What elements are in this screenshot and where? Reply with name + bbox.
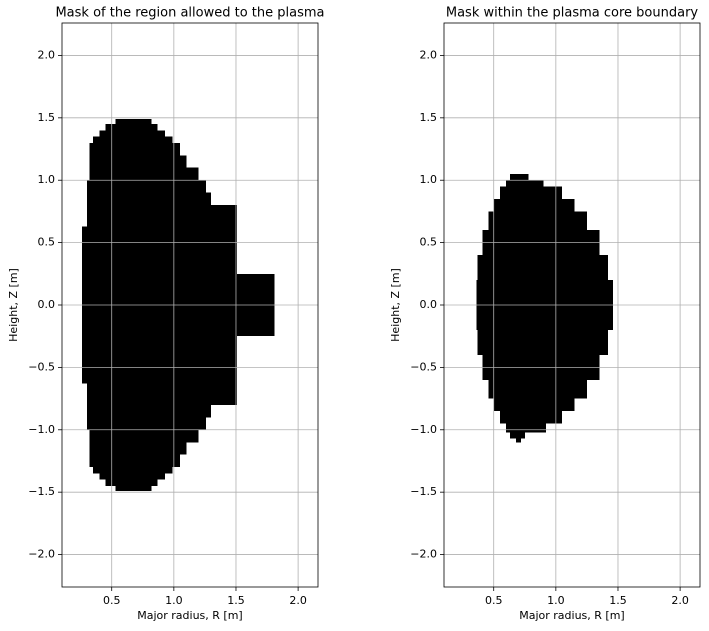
mask-cell	[493, 198, 575, 212]
mask-cell	[89, 167, 199, 181]
y-tick-label: −2.0	[28, 548, 55, 561]
y-tick-label: 0.0	[38, 298, 56, 311]
y-tick-label: −1.0	[410, 423, 437, 436]
x-tick-label: 2.0	[289, 594, 307, 607]
axes: 0.5 1.0 1.5 2.0 −2.0 −1.5 −1.0 −0.5 0.0 0.5 1.0 1.5…	[7, 6, 325, 623]
mask-cell	[89, 454, 181, 468]
mask-cell	[477, 329, 609, 355]
mask-cell	[86, 417, 207, 430]
mask-cell	[477, 255, 609, 281]
mask-cell	[89, 142, 181, 156]
x-tick-label: 1.0	[165, 594, 183, 607]
y-tick-label: −1.0	[28, 423, 55, 436]
x-tick-label: 1.0	[547, 594, 565, 607]
mask-cell	[115, 119, 152, 125]
y-tick-label: 2.0	[38, 48, 56, 61]
mask-cell	[81, 336, 238, 384]
mask-cell	[499, 186, 563, 199]
mask-cell	[506, 423, 546, 433]
x-tick-label: 0.5	[485, 594, 503, 607]
mask-cell	[506, 180, 544, 187]
mask-cell	[99, 473, 166, 480]
mask-cell	[509, 432, 525, 439]
y-tick-label: 0.5	[38, 236, 56, 249]
x-tick-label: 1.5	[609, 594, 627, 607]
y-tick-label: 1.0	[38, 173, 56, 186]
mask-cell	[86, 404, 212, 418]
mask-cell	[493, 398, 575, 412]
mask-cell	[93, 136, 173, 143]
x-tick-label: 2.0	[671, 594, 689, 607]
mask-cell	[509, 173, 529, 181]
axes-frame	[443, 22, 701, 588]
mask-cell	[499, 411, 563, 424]
y-axis-label: Height, Z [m]	[7, 268, 20, 342]
chart-title: Mask of the region allowed to the plasma	[55, 6, 324, 21]
mask-cell	[488, 379, 587, 399]
y-tick-label: 2.0	[420, 48, 438, 61]
y-tick-label: −1.5	[28, 485, 55, 498]
axes-frame	[61, 22, 319, 588]
y-tick-label: −2.0	[410, 548, 437, 561]
axes: 0.5 1.0 1.5 2.0 −2.0 −1.5 −1.0 −0.5 0.0 0.5 1.0 1.5…	[389, 6, 701, 622]
y-tick-label: 0.5	[420, 236, 438, 249]
mask-cell	[86, 205, 238, 227]
x-tick-label: 0.5	[103, 594, 121, 607]
y-tick-label: 1.5	[38, 111, 56, 124]
mask-cell	[86, 180, 207, 193]
x-axis-label: Major radius, R [m]	[137, 609, 242, 622]
mask-cell	[99, 130, 166, 137]
mask-cell	[81, 226, 238, 274]
y-tick-label: −1.5	[410, 485, 437, 498]
mask-cell	[516, 438, 522, 443]
y-tick-label: 0.0	[420, 298, 438, 311]
x-tick-label: 1.5	[227, 594, 245, 607]
mask-cell	[89, 429, 199, 443]
mask-cell	[86, 383, 238, 405]
mask-cell	[105, 479, 158, 486]
mask-cell	[89, 155, 187, 168]
mask-cell	[89, 442, 187, 455]
y-tick-label: −0.5	[28, 360, 55, 373]
mask-cell	[488, 211, 587, 231]
mask-cell	[105, 124, 158, 131]
y-tick-label: 1.5	[420, 111, 438, 124]
mask-cell	[93, 467, 173, 474]
y-tick-label: 1.0	[420, 173, 438, 186]
y-axis-label: Height, Z [m]	[389, 268, 402, 342]
mask-cell	[115, 485, 152, 491]
x-axis-label: Major radius, R [m]	[519, 609, 624, 622]
mask-cell	[86, 192, 212, 206]
y-tick-label: −0.5	[410, 360, 437, 373]
chart-title: Mask within the plasma core boundary	[446, 6, 699, 21]
